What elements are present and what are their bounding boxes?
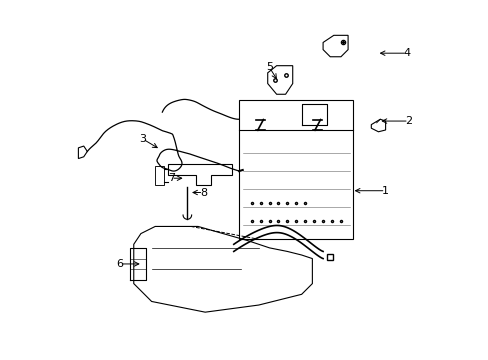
Text: 2: 2 <box>405 116 411 126</box>
Text: 8: 8 <box>200 188 206 198</box>
Text: 4: 4 <box>403 48 410 58</box>
Text: 1: 1 <box>381 186 388 196</box>
Text: 5: 5 <box>265 63 272 72</box>
Text: 7: 7 <box>167 173 175 183</box>
Text: 3: 3 <box>139 134 146 144</box>
Text: 6: 6 <box>116 259 122 269</box>
